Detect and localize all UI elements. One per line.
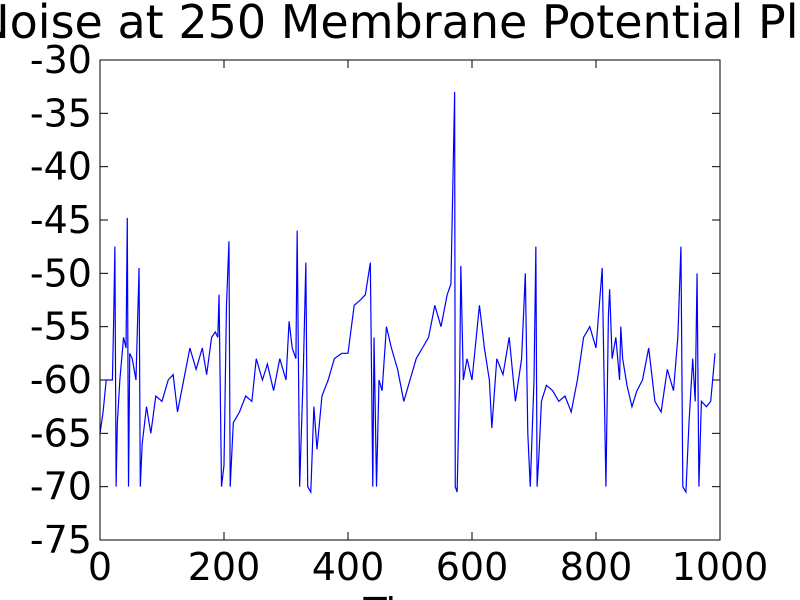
y-tick-label: -50 (30, 251, 92, 295)
y-tick-label: -30 (30, 38, 92, 82)
y-tick-label: -55 (30, 305, 92, 349)
y-tick-label: -75 (30, 518, 92, 562)
data-line (99, 91, 716, 495)
y-tick-label: -65 (30, 411, 92, 455)
y-tick-label: -35 (30, 91, 92, 135)
plot-frame (99, 59, 721, 541)
x-tick-label: 400 (312, 545, 385, 589)
y-tick-label: -70 (30, 465, 92, 509)
x-tick-label: 1000 (672, 545, 769, 589)
y-tick-label: -60 (30, 358, 92, 402)
y-tick-label: -40 (30, 145, 92, 189)
x-tick-label: 800 (560, 545, 633, 589)
x-tick-label: 0 (88, 545, 112, 589)
chart-title: Noise at 250 Membrane Potential Plot (0, 0, 800, 49)
x-tick-label: 200 (188, 545, 261, 589)
x-tick-label: 600 (436, 545, 509, 589)
y-tick-label: -45 (30, 198, 92, 242)
x-axis-label: Time (363, 590, 457, 600)
